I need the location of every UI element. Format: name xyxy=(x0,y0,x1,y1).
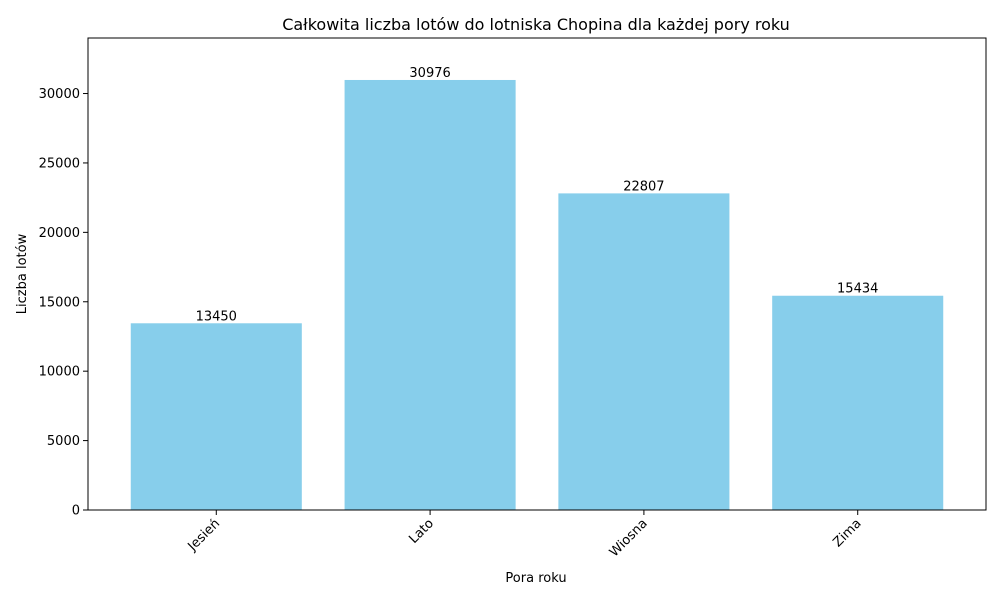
y-axis: 0 5000 10000 15000 20000 25000 30000 xyxy=(39,87,88,519)
data-labels-group: 13450 30976 22807 15434 xyxy=(196,66,879,324)
bars-group xyxy=(130,79,944,511)
data-label-2: 22807 xyxy=(623,179,664,194)
data-label-0: 13450 xyxy=(196,309,237,324)
y-tick-label-4: 20000 xyxy=(39,226,80,241)
bar-1 xyxy=(344,79,516,511)
x-axis-label: Pora roku xyxy=(505,571,566,586)
y-tick-label-2: 10000 xyxy=(39,365,80,380)
data-label-3: 15434 xyxy=(837,282,878,297)
y-tick-label-6: 30000 xyxy=(39,87,80,102)
x-tick-label-2: Wiosna xyxy=(607,516,651,560)
y-tick-label-0: 0 xyxy=(72,504,80,519)
y-tick-label-5: 25000 xyxy=(39,156,80,171)
bar-2 xyxy=(558,193,730,510)
x-tick-label-0: Jesień xyxy=(185,516,224,555)
y-tick-label-3: 15000 xyxy=(39,295,80,310)
x-tick-label-3: Zima xyxy=(830,516,864,550)
plot-frame xyxy=(87,37,987,511)
bar-3 xyxy=(772,295,944,510)
bar-0 xyxy=(130,323,302,510)
data-label-1: 30976 xyxy=(409,66,450,81)
x-axis: Jesień Lato Wiosna Zima xyxy=(185,510,865,560)
y-axis-label: Liczba lotów xyxy=(15,233,30,314)
y-tick-label-1: 5000 xyxy=(47,434,80,449)
x-tick-label-1: Lato xyxy=(406,516,437,547)
chart-title: Całkowita liczba lotów do lotniska Chopi… xyxy=(282,15,790,34)
